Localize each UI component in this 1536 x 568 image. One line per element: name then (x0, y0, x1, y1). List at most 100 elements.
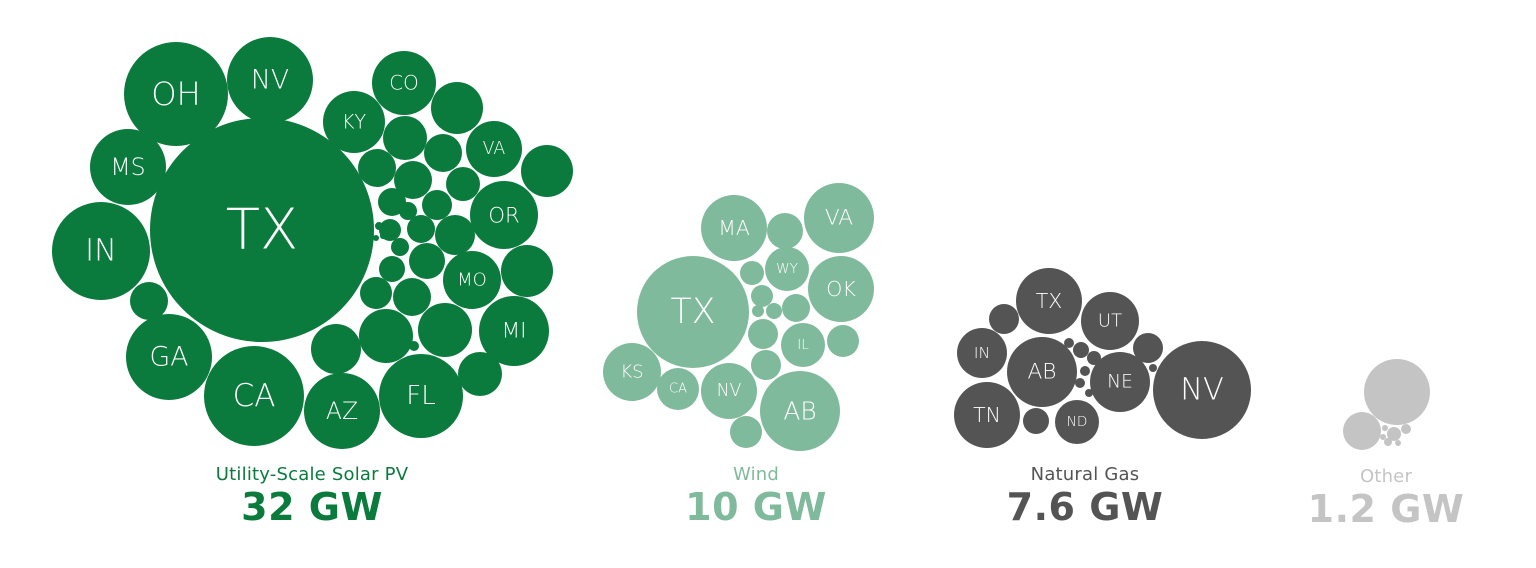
bubble-label-wind-ab: AB (783, 397, 816, 426)
bubble-utility-scale-solar-pv-unlabeled-28 (407, 215, 435, 243)
bubble-natural-gas-ut (1081, 292, 1139, 350)
bubble-label-utility-scale-solar-pv-ky: KY (342, 111, 367, 134)
bubble-other-unlabeled-2 (1387, 427, 1401, 441)
bubble-wind-va (804, 183, 874, 253)
bubble-label-wind-ca: CA (669, 382, 687, 397)
bubble-wind-ks (603, 343, 661, 401)
bubble-label-natural-gas-tx: TX (1036, 289, 1063, 313)
bubble-wind-unlabeled-14 (751, 350, 781, 380)
bubble-utility-scale-solar-pv-unlabeled-15 (521, 145, 573, 197)
bubble-utility-scale-solar-pv-unlabeled-22 (358, 149, 396, 187)
bubble-utility-scale-solar-pv-co (372, 51, 436, 115)
group-caption-natural-gas: Natural Gas 7.6 GW (1007, 464, 1164, 529)
bubble-label-wind-va: VA (825, 206, 853, 231)
bubble-other-unlabeled-1 (1343, 412, 1381, 450)
bubble-wind-nv (701, 363, 757, 419)
bubble-utility-scale-solar-pv-unlabeled-23 (394, 161, 432, 199)
group-caption-wind: Wind 10 GW (685, 464, 827, 529)
bubble-label-natural-gas-nd: ND (1067, 414, 1088, 430)
bubble-wind-unlabeled-7 (751, 285, 773, 307)
bubble-natural-gas-unlabeled-14 (1080, 366, 1090, 376)
bubble-utility-scale-solar-pv-unlabeled-27 (435, 215, 475, 255)
bubble-utility-scale-solar-pv-mo (443, 251, 501, 309)
bubble-label-natural-gas-nv: NV (1180, 373, 1224, 408)
bubble-label-utility-scale-solar-pv-co: CO (389, 72, 418, 95)
bubble-natural-gas-unlabeled-16 (1085, 389, 1093, 397)
group-total-natural-gas: 7.6 GW (1006, 485, 1164, 529)
bubble-wind-unlabeled-6 (740, 261, 764, 285)
bubble-label-utility-scale-solar-pv-in: IN (85, 234, 117, 269)
bubble-utility-scale-solar-pv-tx (150, 118, 374, 342)
bubble-utility-scale-solar-pv-unlabeled-32 (409, 243, 445, 279)
bubble-utility-scale-solar-pv-unlabeled-42 (373, 235, 379, 241)
bubble-label-natural-gas-ne: NE (1107, 372, 1133, 393)
bubble-label-utility-scale-solar-pv-ga: GA (150, 342, 189, 373)
bubble-natural-gas-unlabeled-9 (1023, 408, 1049, 434)
bubble-label-utility-scale-solar-pv-mi: MI (501, 319, 526, 344)
bubble-utility-scale-solar-pv-unlabeled-34 (393, 278, 431, 316)
bubble-utility-scale-solar-pv-va (466, 121, 522, 177)
bubble-utility-scale-solar-pv-unlabeled-29 (399, 202, 417, 220)
bubble-utility-scale-solar-pv-ga (126, 314, 212, 400)
bubble-utility-scale-solar-pv-unlabeled-41 (380, 233, 386, 239)
bubble-label-wind-ma: MA (718, 216, 750, 240)
bubble-utility-scale-solar-pv-unlabeled-33 (379, 256, 405, 282)
bubble-utility-scale-solar-pv-unlabeled-25 (422, 190, 452, 220)
group-total-solar: 32 GW (241, 485, 383, 529)
group-name-solar: Utility-Scale Solar PV (215, 464, 409, 485)
bubble-label-utility-scale-solar-pv-oh: OH (151, 75, 201, 113)
bubble-wind-il (781, 323, 825, 367)
bubble-utility-scale-solar-pv-nv (227, 37, 313, 123)
bubble-utility-scale-solar-pv-unlabeled-24 (446, 167, 480, 201)
bubble-other-unlabeled-0 (1364, 359, 1430, 425)
bubble-utility-scale-solar-pv-unlabeled-40 (375, 222, 383, 230)
bubble-wind-ok (808, 256, 874, 322)
bubble-utility-scale-solar-pv-unlabeled-20 (383, 116, 427, 160)
group-name-wind: Wind (732, 464, 780, 485)
bubble-label-utility-scale-solar-pv-nv: NV (251, 65, 289, 96)
bubble-utility-scale-solar-pv-unlabeled-5 (130, 282, 168, 320)
group-total-wind: 10 GW (685, 485, 827, 529)
bubble-label-utility-scale-solar-pv-or: OR (488, 203, 519, 228)
bubble-other-unlabeled-4 (1384, 438, 1392, 446)
bubble-natural-gas-nd (1055, 400, 1099, 444)
bubble-utility-scale-solar-pv-az (304, 373, 380, 449)
group-name-natural-gas: Natural Gas (1030, 464, 1140, 485)
bubble-utility-scale-solar-pv-unlabeled-31 (391, 238, 409, 256)
bubble-natural-gas-nv (1153, 341, 1251, 439)
bubble-label-utility-scale-solar-pv-az: AZ (326, 397, 358, 425)
bubble-utility-scale-solar-pv-unlabeled-36 (359, 309, 413, 363)
bubble-natural-gas-unlabeled-11 (1073, 342, 1089, 358)
bubble-wind-unlabeled-10 (782, 294, 810, 322)
bubble-wind-ab (760, 371, 840, 451)
bubble-wind-ca (657, 368, 699, 410)
bubble-wind-unlabeled-8 (766, 303, 782, 319)
bubble-label-natural-gas-ab: AB (1027, 360, 1056, 385)
bubble-label-utility-scale-solar-pv-ms: MS (110, 153, 145, 181)
bubble-label-utility-scale-solar-pv-va: VA (483, 139, 506, 159)
bubble-group-natural-gas: TX UT IN AB NE NV TN ND (954, 268, 1251, 448)
bubble-label-utility-scale-solar-pv-ca: CA (233, 378, 276, 414)
bubble-natural-gas-ne (1090, 352, 1150, 412)
bubble-wind-tx (637, 256, 749, 368)
bubble-label-utility-scale-solar-pv-mo: MO (457, 270, 487, 291)
group-caption-other: Other 1.2 GW (1308, 466, 1465, 531)
bubble-natural-gas-tx (1016, 268, 1082, 334)
bubble-utility-scale-solar-pv-mi (479, 296, 549, 366)
bubble-label-utility-scale-solar-pv-tx: TX (226, 198, 299, 263)
bubble-natural-gas-in (957, 328, 1007, 378)
bubble-utility-scale-solar-pv-ms (90, 129, 166, 205)
bubble-utility-scale-solar-pv-or (470, 181, 538, 249)
bubble-label-natural-gas-ut: UT (1098, 311, 1122, 332)
group-total-other: 1.2 GW (1307, 487, 1465, 531)
bubble-label-natural-gas-tn: TN (973, 403, 1001, 427)
bubble-utility-scale-solar-pv-unlabeled-38 (311, 324, 361, 374)
bubble-natural-gas-unlabeled-13 (1064, 338, 1074, 348)
bubble-wind-wy (765, 247, 809, 291)
bubble-wind-ma (701, 195, 767, 261)
bubble-natural-gas-ab (1007, 337, 1077, 407)
bubble-wind-unlabeled-13 (827, 325, 859, 357)
bubble-group-wind: TX MA VA WY OK IL KS CA NV AB (603, 183, 874, 451)
bubble-utility-scale-solar-pv-oh (124, 42, 228, 146)
